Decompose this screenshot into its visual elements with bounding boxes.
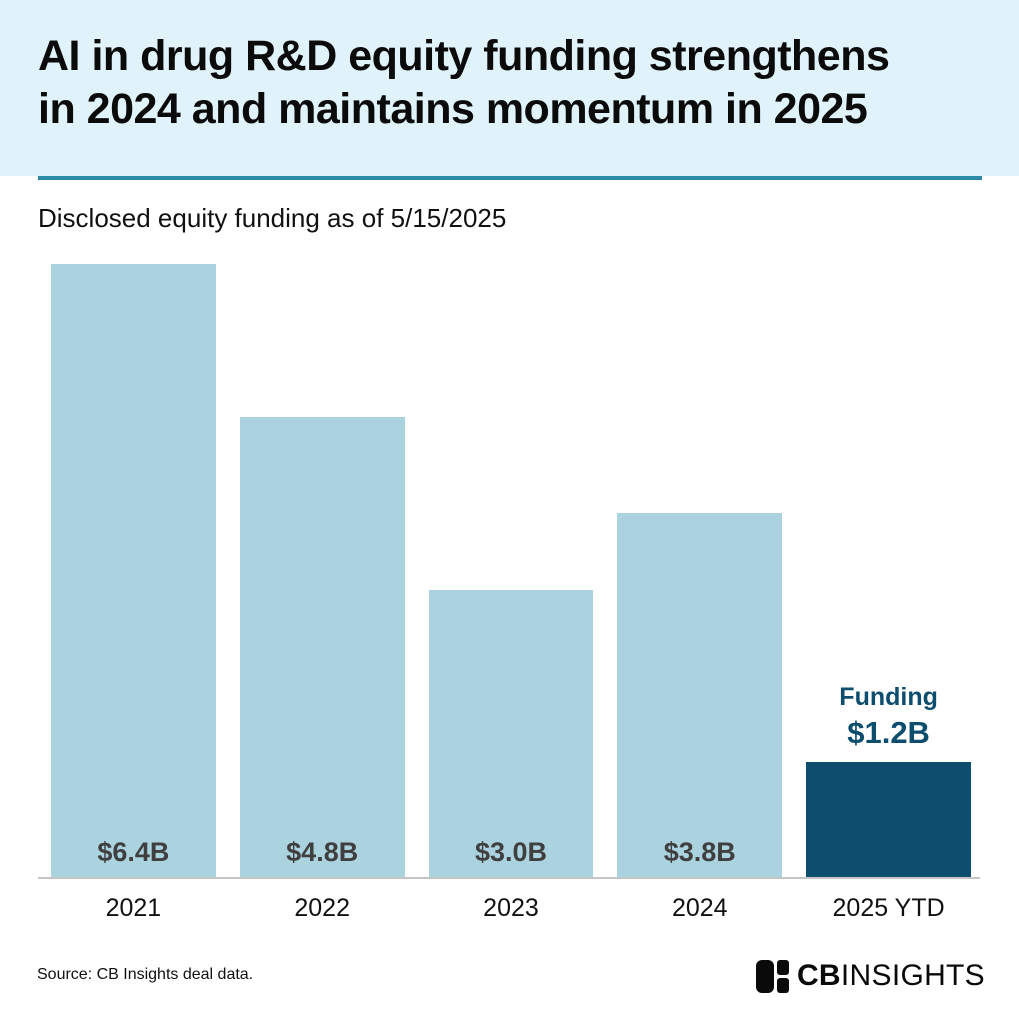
bar-2023: $3.0B [428,263,594,877]
chart-title: AI in drug R&D equity funding strengthen… [38,30,890,136]
x-axis-labels: 2021 2022 2023 2024 2025 YTD [51,894,971,923]
bar-2025-ytd: Funding $1.2B [806,263,971,877]
bar-value-label: $3.0B [474,837,548,867]
x-axis-label-2024: 2024 [671,894,728,922]
x-axis-line [38,877,980,879]
cbinsights-wordmark: CBINSIGHTS [796,959,985,992]
chart-subtitle: Disclosed equity funding as of 5/15/2025 [38,203,507,233]
chart-title-line2: in 2024 and maintains momentum in 2025 [38,85,868,133]
cbinsights-mark-icon [755,959,789,993]
annotation-label: Funding [839,683,938,711]
bar-value-label: $4.8B [286,837,359,867]
source-note: Source: CB Insights deal data. [37,966,254,983]
annotation-value: $1.2B [847,715,930,750]
x-axis-label-2025-ytd: 2025 YTD [832,894,945,922]
bar-2022: $4.8B [239,263,405,877]
bar-2021: $6.4B [51,263,216,877]
cbinsights-logo: CBINSIGHTS [755,959,985,993]
bar-rect: $6.4B [51,264,216,877]
x-axis-label-2022: 2022 [294,894,350,922]
bar-value-label: $3.8B [663,837,736,867]
bar-2024: $3.8B [617,263,783,877]
funding-annotation: Funding $1.2B [806,683,971,751]
bar-rect: $3.0B [428,590,594,877]
x-axis-label-2023: 2023 [483,894,539,922]
bars-row: $6.4B $4.8B $3.0B $3.8B Funding $1.2B [51,263,971,877]
bar-rect: $4.8B [239,417,405,877]
x-axis-label-2021: 2021 [105,894,162,922]
bar-value-label: $6.4B [97,837,170,867]
chart-title-line1: AI in drug R&D equity funding strengthen… [38,32,890,80]
title-divider [38,176,982,180]
header-band: AI in drug R&D equity funding strengthen… [0,0,1019,176]
bar-rect [806,762,971,877]
bar-rect: $3.8B [617,513,783,877]
